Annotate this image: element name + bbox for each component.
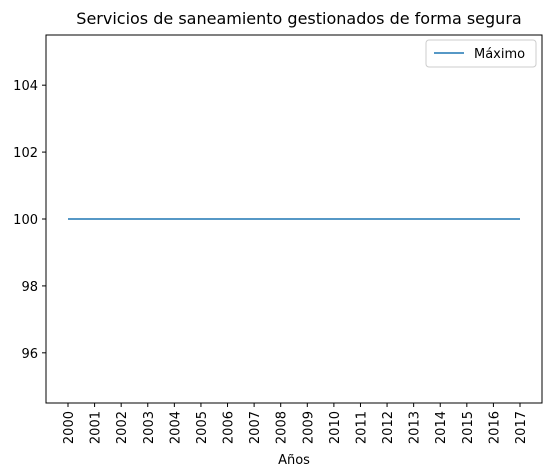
y-tick-label: 100: [13, 213, 38, 228]
x-tick-label: 2012: [381, 411, 396, 444]
chart-title: Servicios de saneamiento gestionados de …: [76, 9, 521, 28]
x-tick-label: 2002: [115, 411, 130, 444]
x-tick-label: 2017: [514, 411, 529, 444]
x-tick-label: 2009: [301, 411, 316, 444]
x-tick-label: 2004: [168, 411, 183, 444]
x-tick-label: 2000: [62, 411, 77, 444]
x-axis: 2000 2001 2002 2003 2004 2005 2006 2007 2008 2009…: [62, 403, 529, 444]
x-tick-label: 2006: [222, 411, 237, 444]
y-tick-label: 104: [13, 79, 38, 94]
x-tick-label: 2003: [142, 411, 157, 444]
x-tick-label: 2013: [408, 411, 423, 444]
x-tick-label: 2010: [328, 411, 343, 444]
x-tick-label: 2008: [275, 411, 290, 444]
y-tick-label: 98: [21, 280, 38, 295]
x-tick-label: 2001: [89, 411, 104, 444]
x-tick-label: 2016: [487, 411, 502, 444]
x-tick-label: 2014: [434, 411, 449, 444]
legend: Máximo: [425, 39, 537, 68]
legend-box: [425, 39, 537, 68]
x-tick-label: 2005: [195, 411, 210, 444]
x-tick-label: 2011: [354, 411, 369, 444]
x-axis-label: Años: [278, 453, 310, 468]
legend-label-maximo: Máximo: [474, 47, 525, 62]
y-tick-label: 102: [13, 146, 38, 161]
x-tick-label: 2007: [248, 411, 263, 444]
y-tick-label: 96: [21, 347, 38, 362]
x-tick-label: 2015: [461, 411, 476, 444]
y-axis: 96 98 100 102 104: [13, 79, 46, 362]
